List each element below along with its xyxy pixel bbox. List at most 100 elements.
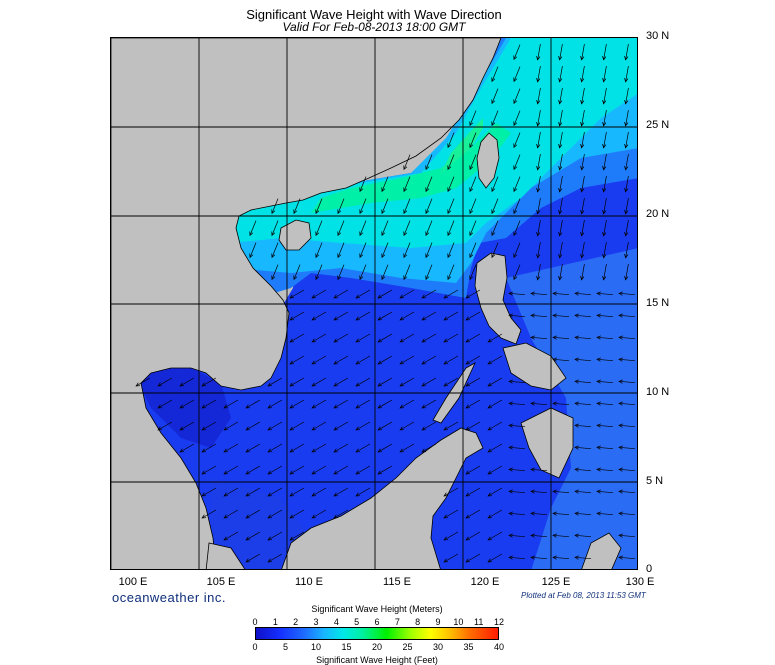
legend-tick-meters: 5 — [354, 617, 360, 627]
wave-arrow — [315, 264, 323, 281]
wave-arrow — [580, 242, 585, 259]
legend-tick-feet: 0 — [252, 642, 258, 652]
wave-arrow — [443, 333, 459, 343]
wave-arrow — [447, 132, 455, 149]
wave-arrow — [377, 311, 393, 321]
wave-arrow — [201, 487, 217, 497]
wave-arrow — [447, 264, 455, 281]
chart-title: Significant Wave Height with Wave Direct… — [246, 7, 502, 22]
wave-arrow — [508, 313, 526, 318]
wave-arrow — [618, 357, 636, 362]
wave-arrow — [289, 289, 305, 299]
wave-arrow — [447, 176, 455, 193]
wave-arrow — [425, 154, 433, 171]
wave-arrow — [487, 399, 503, 409]
wave-arrow — [618, 467, 636, 472]
wave-arrow — [491, 198, 499, 215]
wave-arrow — [618, 313, 636, 318]
wave-arrow — [558, 66, 563, 83]
wave-arrow — [580, 110, 585, 127]
wave-arrow — [421, 311, 437, 321]
land-sulawesi — [581, 532, 622, 569]
wave-arrow — [267, 421, 283, 431]
wave-arrow — [447, 198, 455, 215]
wave-arrow — [271, 264, 279, 281]
wave-arrow — [157, 377, 173, 387]
wave-arrow — [508, 291, 526, 296]
wave-arrow — [602, 154, 607, 171]
wave-arrow — [508, 555, 526, 560]
lat-label-10n: 10 N — [646, 386, 670, 398]
legend-tick-feet: 25 — [402, 642, 413, 652]
wave-arrow — [513, 198, 521, 215]
wave-arrow — [491, 66, 499, 83]
land-malay-tip — [205, 542, 246, 569]
legend-tick-feet: 10 — [310, 642, 321, 652]
wave-arrow — [487, 509, 503, 519]
wave-arrow — [508, 379, 526, 384]
wave-arrow — [399, 377, 415, 387]
wave-arrow — [399, 311, 415, 321]
wave-arrow — [333, 355, 349, 365]
plotted-timestamp: Plotted at Feb 08, 2013 11:53 GMT — [521, 591, 646, 600]
wave-arrow — [530, 291, 548, 296]
wave-arrow — [403, 198, 411, 215]
map-canvas — [111, 38, 637, 569]
legend-tick-meters: 3 — [313, 617, 319, 627]
graticule — [111, 38, 637, 569]
wave-arrow — [536, 154, 541, 171]
wave-arrow — [421, 399, 437, 409]
wave-arrow — [530, 489, 548, 494]
wave-arrow — [552, 511, 570, 516]
wave-arrow — [421, 355, 437, 365]
wave-arrow — [465, 311, 481, 321]
wave-arrow — [267, 553, 283, 563]
wave-arrow — [245, 553, 261, 563]
wave-arrow — [271, 198, 279, 215]
wave-arrow — [333, 465, 349, 475]
land-luzon — [474, 252, 522, 345]
wave-arrow — [574, 467, 592, 472]
wave-arrow — [624, 242, 629, 259]
wave-arrow — [618, 335, 636, 340]
wave-arrow — [447, 154, 455, 171]
wave-arrow — [624, 198, 629, 215]
wave-arrow — [201, 399, 217, 409]
wave-arrow — [487, 553, 503, 563]
wave-arrow — [602, 110, 607, 127]
wave-arrow — [602, 44, 607, 61]
wave-arrow — [333, 399, 349, 409]
wave-arrow — [536, 176, 541, 193]
wave-arrow — [289, 465, 305, 475]
wave-arrow — [399, 289, 415, 299]
wave-arrow — [333, 311, 349, 321]
wave-arrow — [333, 487, 349, 497]
wave-arrow — [421, 421, 437, 431]
wave-arrow — [421, 289, 437, 299]
wave-arrow — [443, 531, 459, 541]
wave-arrow — [377, 333, 393, 343]
wave-arrow — [223, 531, 239, 541]
wave-arrow — [333, 421, 349, 431]
wave-arrow — [311, 377, 327, 387]
wave-arrow — [245, 487, 261, 497]
wave-arrow — [513, 132, 521, 149]
legend-tick-meters: 1 — [272, 617, 278, 627]
valid-time-subtitle: Valid For Feb-08-2013 18:00 GMT — [282, 20, 466, 34]
wave-arrow — [311, 487, 327, 497]
wave-arrow — [580, 44, 585, 61]
lat-label-0: 0 — [646, 563, 653, 575]
wave-arrow — [355, 399, 371, 409]
wave-arrow — [508, 401, 526, 406]
wave-arrow — [596, 445, 614, 450]
lat-label-5n: 5 N — [646, 475, 664, 487]
wave-arrow — [487, 443, 503, 453]
wave-arrow — [377, 399, 393, 409]
legend-tick-meters: 4 — [333, 617, 339, 627]
wave-arrow — [536, 242, 541, 259]
wave-arrow — [602, 220, 607, 237]
wave-arrow — [289, 487, 305, 497]
wave-arrow — [530, 313, 548, 318]
wave-arrow — [552, 357, 570, 362]
wave-arrow — [465, 355, 481, 365]
